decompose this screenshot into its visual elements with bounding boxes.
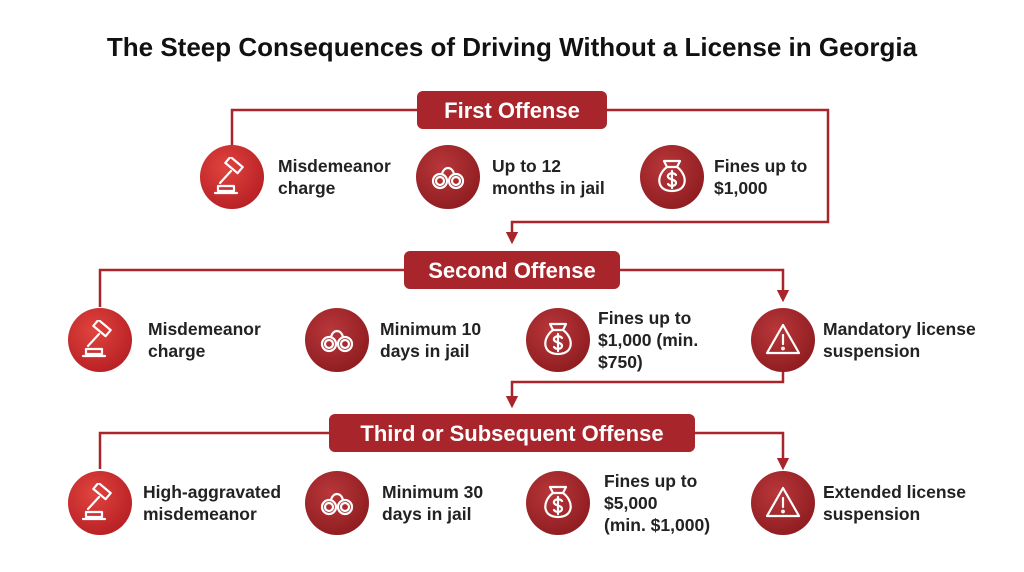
icon-circle: [68, 471, 132, 535]
item-text: misdemeanor: [143, 504, 257, 524]
item-text: charge: [278, 178, 336, 198]
icon-circle: [305, 308, 369, 372]
item-text: suspension: [823, 504, 920, 524]
item-text: Up to 12: [492, 156, 561, 176]
offense-label: Second Offense: [428, 258, 595, 283]
item-text: Mandatory license: [823, 319, 976, 339]
item-text: $1,000: [714, 178, 768, 198]
item-text: Misdemeanor: [148, 319, 261, 339]
item-text: Minimum 30: [382, 482, 483, 502]
offense-pill: [404, 251, 620, 289]
icon-circle: [68, 308, 132, 372]
item-text: High-aggravated: [143, 482, 281, 502]
item-text: days in jail: [382, 504, 471, 524]
item-text: Fines up to: [604, 471, 697, 491]
item-text: Misdemeanor: [278, 156, 391, 176]
connectors: [98, 108, 830, 471]
item-text: $5,000: [604, 493, 658, 513]
item-text: $750): [598, 352, 643, 372]
item-text: suspension: [823, 341, 920, 361]
item-text: months in jail: [492, 178, 605, 198]
offense-label: Third or Subsequent Offense: [360, 421, 663, 446]
item-text: charge: [148, 341, 206, 361]
item-text: Minimum 10: [380, 319, 481, 339]
item-text: Fines up to: [598, 308, 691, 328]
item-text: Extended license: [823, 482, 966, 502]
offense-pill: [417, 91, 607, 129]
item-text: days in jail: [380, 341, 469, 361]
item-text: Fines up to: [714, 156, 807, 176]
icon-circle: [305, 471, 369, 535]
icon-circle: [200, 145, 264, 209]
offense-label: First Offense: [444, 98, 580, 123]
icon-circle: [416, 145, 480, 209]
item-text: (min. $1,000): [604, 515, 710, 535]
item-text: $1,000 (min.: [598, 330, 698, 350]
title: The Steep Consequences of Driving Withou…: [107, 32, 918, 62]
offense-pill: [329, 414, 695, 452]
